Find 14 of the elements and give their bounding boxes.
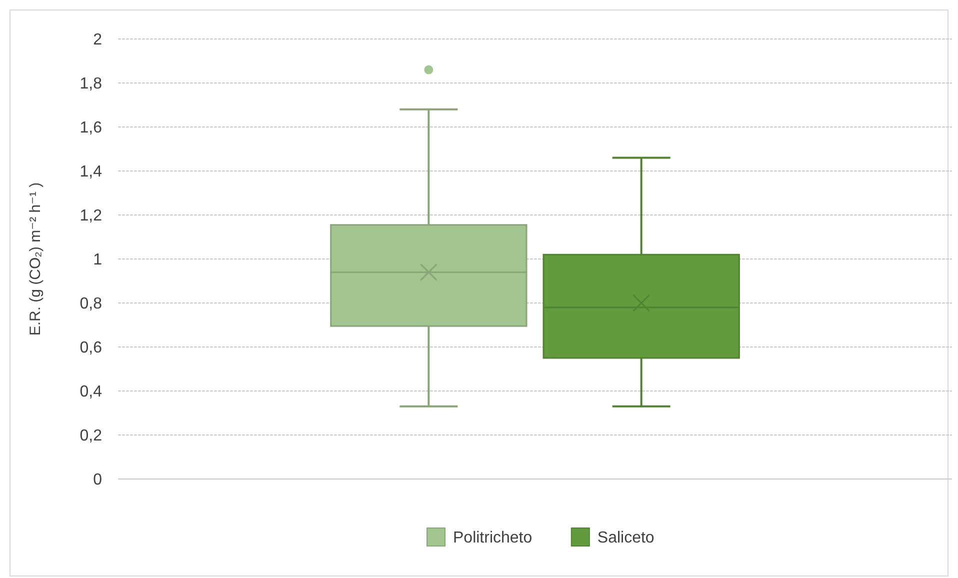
y-axis-title: E.R. (g (CO₂) m⁻² h⁻¹ ) xyxy=(27,182,44,336)
legend-label: Politricheto xyxy=(453,530,532,547)
y-tick-label: 1,2 xyxy=(80,208,102,225)
y-tick-label: 1,4 xyxy=(80,164,102,181)
y-tick-label: 0,2 xyxy=(80,428,102,445)
legend-label: Saliceto xyxy=(597,530,654,547)
y-tick-label: 0,8 xyxy=(80,296,102,313)
y-tick-label: 0,6 xyxy=(80,340,102,357)
y-tick-label: 0 xyxy=(93,472,102,489)
y-tick-label: 1 xyxy=(93,252,102,269)
y-tick-label: 2 xyxy=(93,32,102,49)
y-tick-label: 1,8 xyxy=(80,76,102,93)
y-tick-label: 0,4 xyxy=(80,384,102,401)
y-tick-label: 1,6 xyxy=(80,120,102,137)
